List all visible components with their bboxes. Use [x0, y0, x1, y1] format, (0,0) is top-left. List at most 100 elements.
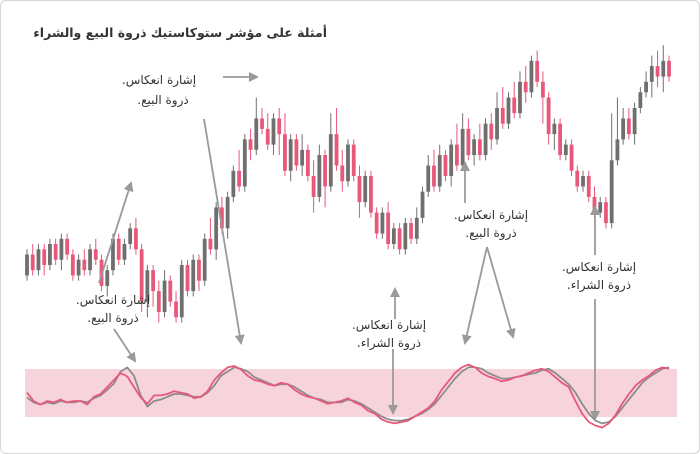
candle-body [466, 128, 471, 156]
annotation-a3-line2: ذروة الشراء. [357, 336, 421, 351]
candle-body [248, 139, 253, 150]
candle-body [512, 97, 517, 114]
candle-body [174, 301, 178, 318]
candle-body [42, 249, 47, 265]
candle-body [409, 223, 413, 239]
candle-body [254, 118, 259, 150]
candle-body [460, 128, 465, 166]
candle-body [655, 66, 660, 77]
candle-body [231, 170, 236, 197]
candle-body [288, 139, 293, 171]
candle-body [420, 191, 425, 218]
candle-body [111, 238, 115, 271]
candle-body [604, 202, 608, 224]
candle-body [563, 144, 568, 156]
annotation-a4-line2: ذروة البيع. [465, 226, 516, 241]
candle-body [523, 81, 528, 93]
candle-body [48, 244, 52, 265]
candle-body [403, 223, 408, 250]
annotation-a2-line2: ذروة البيع. [137, 93, 188, 108]
candle-body [500, 107, 505, 124]
annotation-a5-line1: إشارة انعكاس. [562, 260, 636, 275]
candle-body [351, 144, 356, 176]
candle-body [569, 144, 574, 171]
candle-body [477, 139, 482, 156]
candle-body [162, 280, 167, 313]
candle-body [179, 264, 184, 318]
candle-body [598, 202, 603, 213]
candle-body [134, 228, 138, 250]
candle-body [156, 291, 161, 313]
candle-body [202, 238, 207, 281]
candle-body [661, 60, 666, 77]
candle-body [506, 97, 511, 124]
candle-body [483, 123, 488, 156]
candle-body [25, 254, 29, 276]
candle-body [386, 212, 391, 245]
stoch-d-line [26, 366, 670, 425]
candle-body [191, 259, 196, 292]
candle-body [271, 118, 276, 145]
candle-body [586, 176, 591, 197]
candle-body [632, 107, 637, 135]
candle-body [495, 107, 499, 140]
candle-body [214, 207, 219, 250]
annotation-a3-line1: إشارة انعكاس. [352, 318, 426, 333]
candle-body [242, 139, 247, 187]
arrow-a4-down-right [486, 246, 516, 339]
candle-body [621, 118, 626, 140]
candle-body [237, 170, 241, 187]
candle-body [70, 254, 75, 276]
candle-body [208, 238, 213, 250]
candle-body [340, 165, 345, 182]
candle-body [638, 92, 643, 108]
candle-body [426, 165, 431, 192]
candle-body [323, 155, 327, 187]
candle-body [30, 254, 35, 271]
candle-body [581, 176, 585, 187]
candle-body [443, 155, 448, 176]
arrow-a4-down-left [461, 246, 488, 345]
stoch-k-line [26, 363, 670, 429]
candle-body [552, 123, 557, 135]
candle-body [529, 60, 534, 93]
candle-body [667, 60, 671, 77]
candle-body [432, 165, 436, 187]
candle-body [311, 176, 316, 197]
candle-body [300, 149, 305, 166]
candle-body [76, 259, 81, 276]
stochastic-lines [26, 363, 670, 429]
candle-body [575, 170, 580, 187]
candle-body [414, 217, 419, 239]
candle-body [116, 238, 121, 260]
candle-body [437, 155, 442, 187]
candle-body [93, 249, 98, 260]
candle-body [36, 249, 41, 271]
candle-body [380, 212, 385, 234]
candle-body [644, 81, 648, 93]
candle-body [122, 244, 127, 260]
candle-body [455, 144, 459, 166]
candle-body [391, 228, 396, 245]
candle-body [294, 139, 299, 166]
candle-body [649, 66, 654, 82]
candle-body [305, 149, 310, 176]
chart-title: أمثلة على مؤشر ستوكاستيك ذروة البيع والش… [33, 25, 327, 40]
candles-group [25, 45, 671, 323]
candle-body [546, 97, 551, 135]
candle-body [489, 123, 494, 140]
candle-body [151, 270, 156, 292]
candle-body [277, 118, 282, 135]
candle-body [558, 123, 562, 156]
candle-body [535, 60, 540, 82]
candle-body [609, 160, 614, 224]
candle-body [346, 144, 350, 182]
candle-body [53, 244, 58, 260]
candle-body [397, 228, 402, 250]
candle-body [317, 155, 322, 197]
candle-body [185, 264, 190, 292]
candle-body [374, 212, 379, 234]
annotation-a2-line1: إشارة انعكاس. [122, 73, 196, 88]
